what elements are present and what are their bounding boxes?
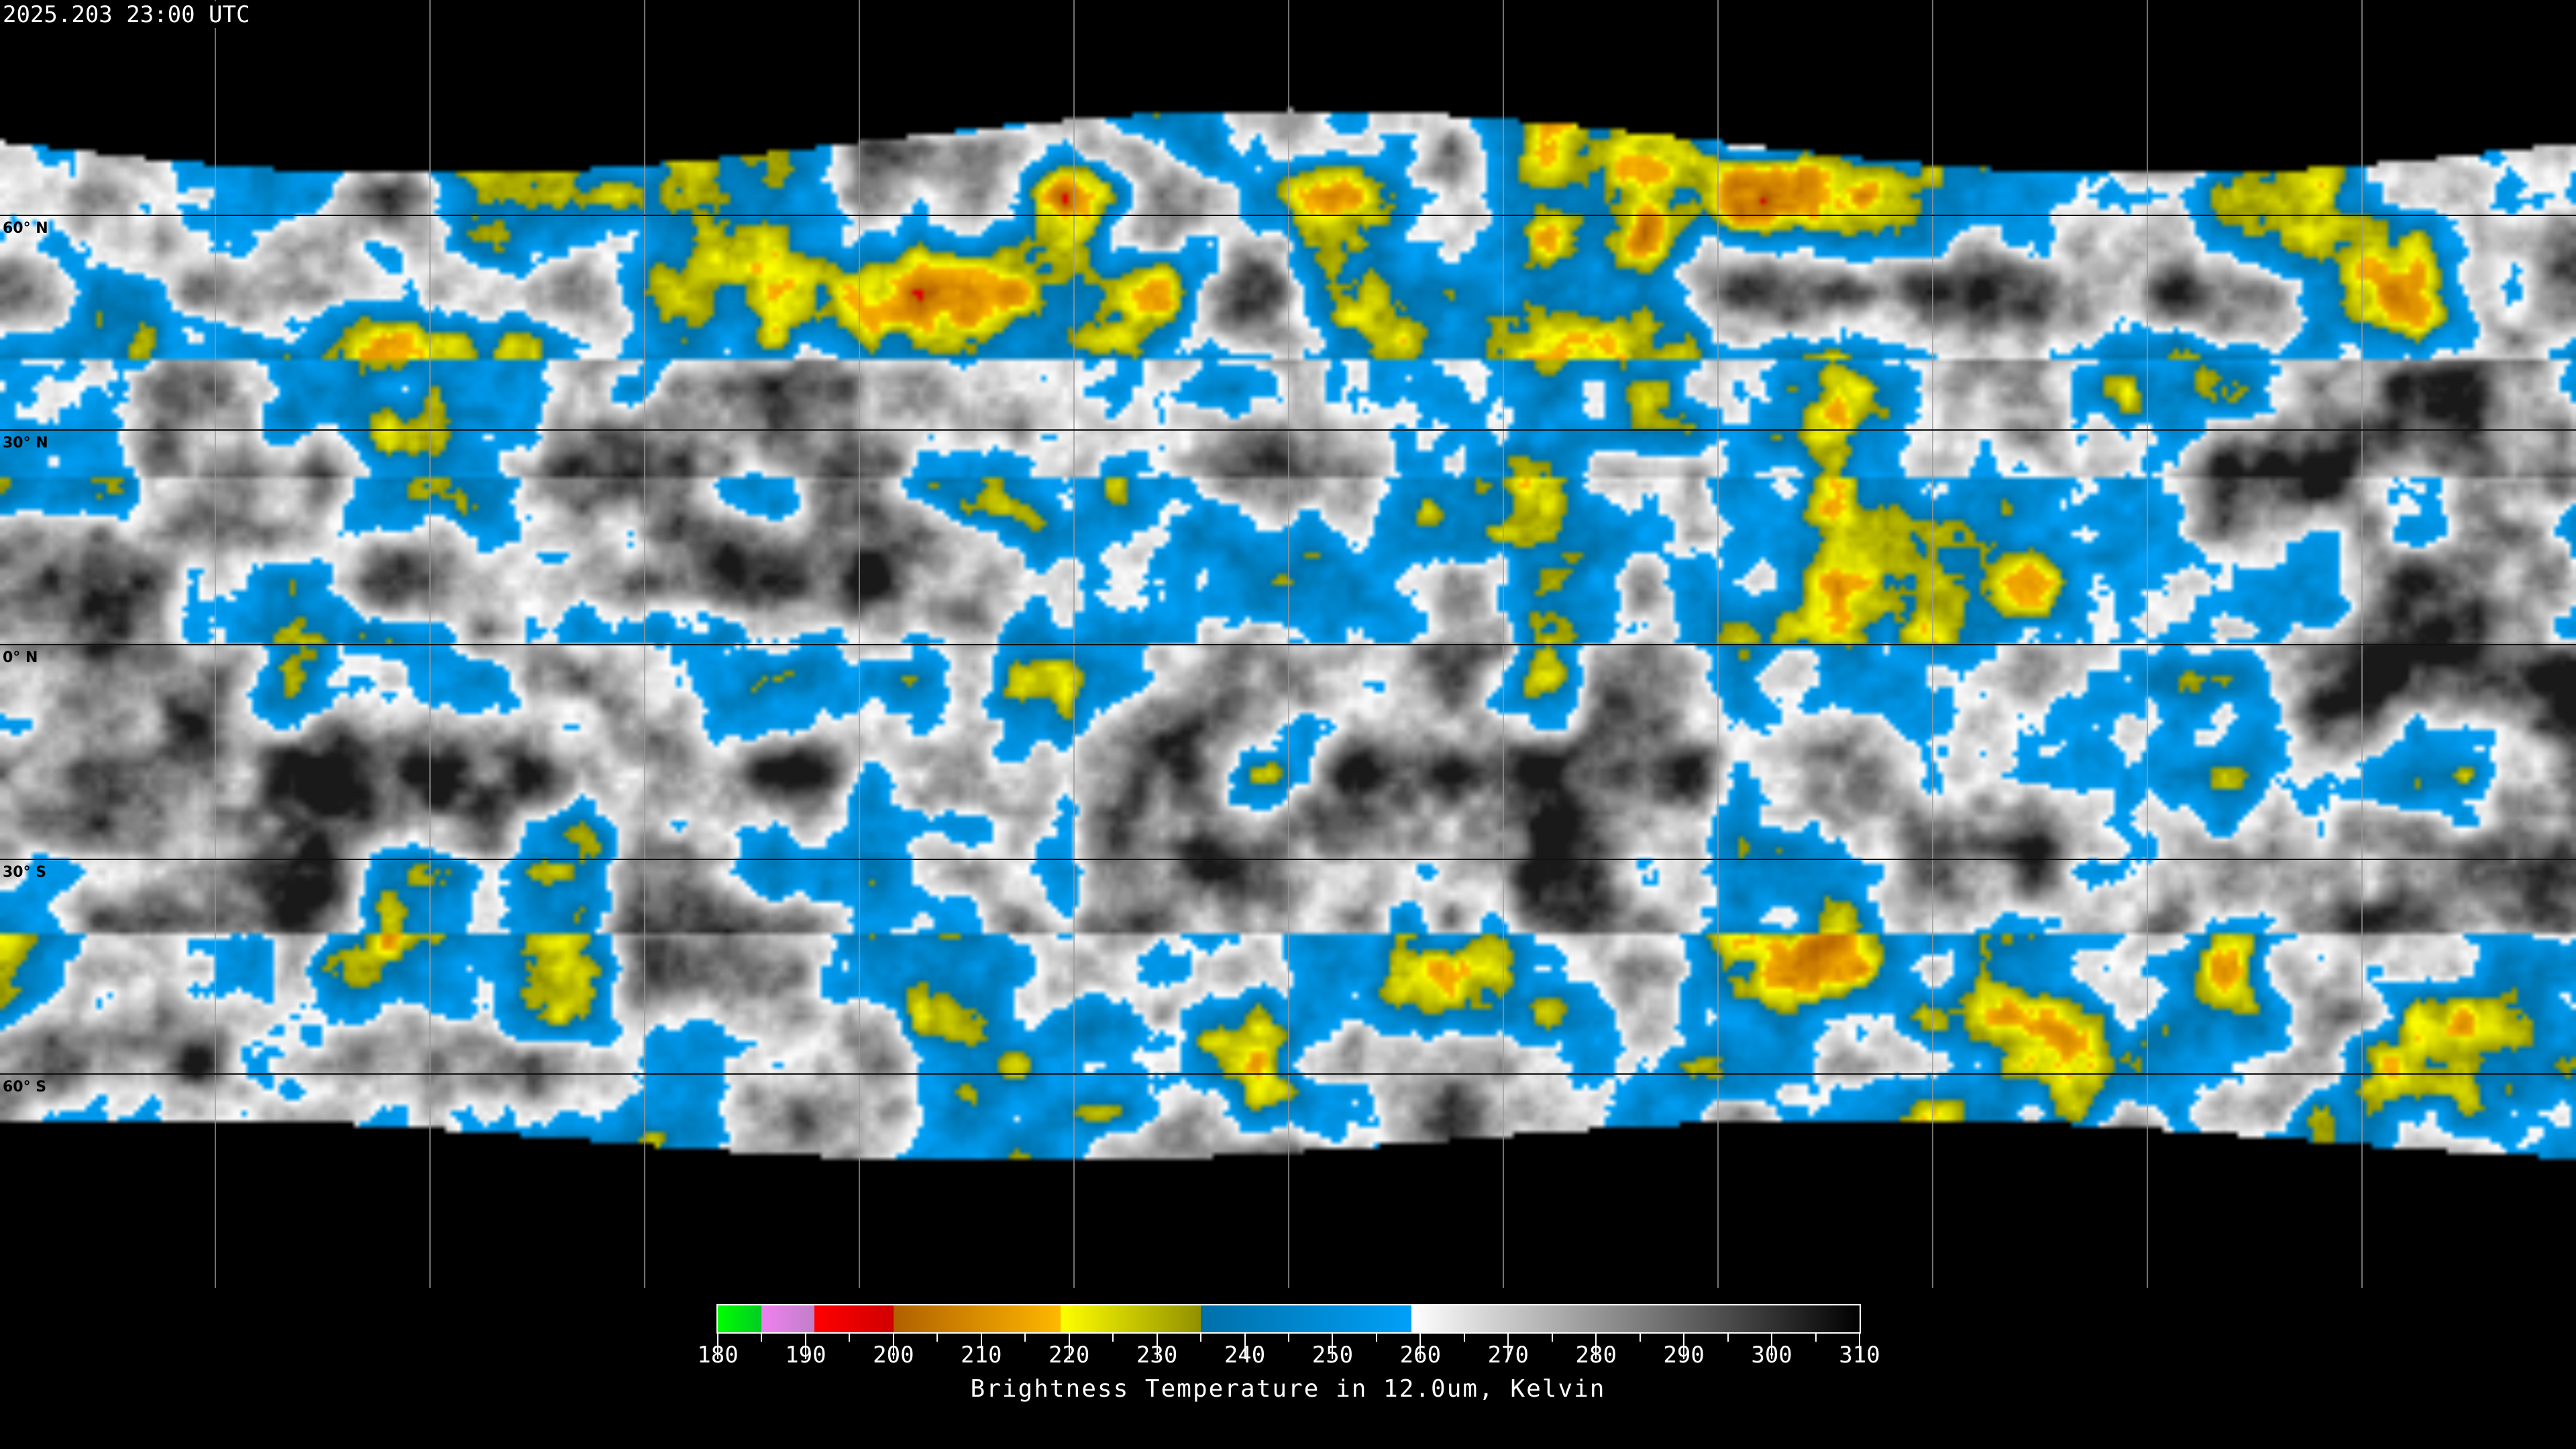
colorbar-tick-label: 200 (873, 1342, 914, 1368)
colorbar-segment (761, 1305, 814, 1332)
colorbar-tick (1551, 1332, 1553, 1342)
colorbar-tick-label: 230 (1136, 1342, 1178, 1368)
colorbar-tick (1332, 1332, 1334, 1359)
parallel-line (0, 429, 2576, 431)
colorbar-tick-label: 240 (1224, 1342, 1266, 1368)
colorbar-tick (1639, 1332, 1641, 1342)
colorbar-tick (761, 1332, 763, 1342)
latitude-label: 30° N (3, 435, 48, 451)
colorbar-tick (1815, 1332, 1817, 1342)
parallel-line (0, 215, 2576, 216)
colorbar-tick-label: 290 (1663, 1342, 1705, 1368)
colorbar-tick-label: 310 (1839, 1342, 1880, 1368)
colorbar-tick (1156, 1332, 1158, 1359)
colorbar-segment (1201, 1305, 1412, 1332)
colorbar-tick (1375, 1332, 1377, 1342)
colorbar-tick (1024, 1332, 1026, 1342)
colorbar-tick (1859, 1332, 1860, 1359)
latitude-label: 60° N (3, 220, 48, 237)
colorbar-tick (1244, 1332, 1246, 1359)
colorbar-tick (1595, 1332, 1597, 1359)
parallel-line (0, 859, 2576, 860)
colorbar-tick (1683, 1332, 1685, 1359)
satellite-map: 60° N 30° N 0° N 30° S 60° S (0, 0, 2576, 1288)
colorbar-tick (804, 1332, 806, 1359)
colorbar-tick (936, 1332, 938, 1342)
colorbar-tick (1771, 1332, 1773, 1359)
parallel-line (0, 644, 2576, 645)
latitude-label: 60° S (3, 1079, 47, 1095)
colorbar-segment (718, 1305, 762, 1332)
colorbar-segment (1411, 1305, 1860, 1332)
colorbar-tick-label: 210 (961, 1342, 1002, 1368)
colorbar-tick (892, 1332, 894, 1359)
colorbar-tick (1112, 1332, 1114, 1342)
latitude-label: 0° N (3, 649, 38, 666)
parallel-line (0, 1073, 2576, 1075)
colorbar-segment (893, 1305, 1061, 1332)
colorbar-tick (1463, 1332, 1465, 1342)
colorbar (716, 1304, 1861, 1334)
colorbar-tick (1068, 1332, 1070, 1359)
colorbar-tick (717, 1332, 718, 1359)
colorbar-segment (814, 1305, 894, 1332)
colorbar-tick-label: 220 (1048, 1342, 1090, 1368)
latitude-label: 30° S (3, 864, 47, 881)
colorbar-tick-label: 190 (785, 1342, 826, 1368)
colorbar-tick (980, 1332, 982, 1359)
colorbar-tick-label: 300 (1751, 1342, 1792, 1368)
timestamp-label: 2025.203 23:00 UTC (3, 1, 254, 28)
colorbar-tick (1288, 1332, 1289, 1342)
colorbar-tick-label: 250 (1311, 1342, 1354, 1368)
colorbar-tick (1419, 1332, 1421, 1359)
colorbar-tick-label: 270 (1487, 1342, 1529, 1368)
colorbar-tick (1200, 1332, 1202, 1342)
colorbar-tick-label: 180 (697, 1342, 739, 1368)
colorbar-tick (1507, 1332, 1509, 1359)
colorbar-tick (1727, 1332, 1729, 1342)
colorbar-tick (849, 1332, 851, 1342)
colorbar-segment (1060, 1305, 1201, 1332)
colorbar-title: Brightness Temperature in 12.0um, Kelvin (970, 1375, 1606, 1403)
colorbar-tick-label: 260 (1399, 1342, 1442, 1368)
colorbar-tick-label: 280 (1575, 1342, 1617, 1368)
